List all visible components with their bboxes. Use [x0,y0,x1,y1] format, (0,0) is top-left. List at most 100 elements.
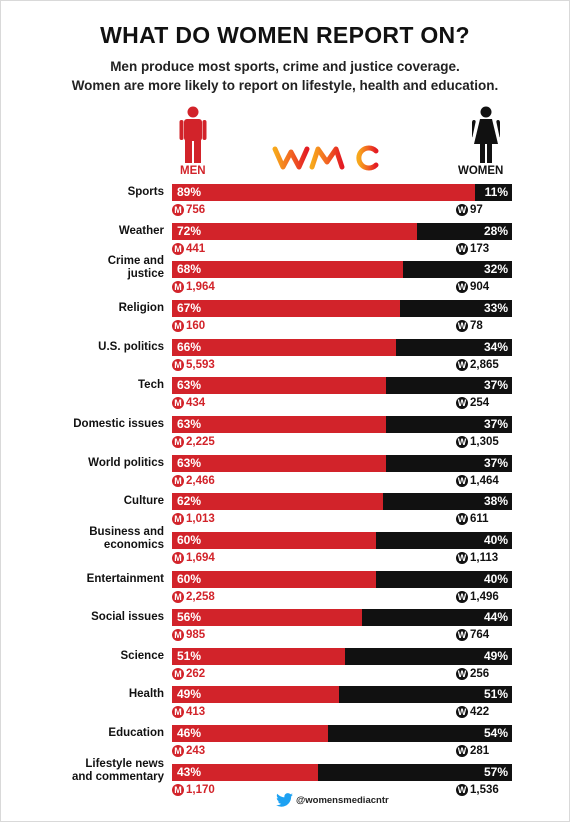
men-count-value: 1,964 [186,281,215,294]
women-count-value: 1,464 [470,474,499,487]
women-count-value: 422 [470,706,490,719]
men-percent-label: 63% [177,455,202,470]
women-count: W 173 [456,242,489,256]
category-label: Business and economics [89,526,164,552]
men-count-value: 2,466 [186,474,215,487]
women-count: W 1,113 [456,551,498,565]
women-count: W 1,536 [456,783,499,797]
category-label-line: Domestic issues [73,417,164,430]
women-count: W 764 [456,628,489,642]
women-count-value: 904 [470,281,490,294]
men-count-value: 756 [186,204,206,216]
men-count-value: 413 [186,706,206,719]
men-count-value: 5,593 [186,358,215,371]
bar-women: 62% 38% [172,493,512,511]
men-count: M 2,225 [172,435,215,449]
women-badge-icon: W [456,397,468,410]
man-figure-icon [179,106,207,163]
women-count-value: 1,305 [470,435,499,448]
women-count-value: 611 [470,513,489,526]
bar-women: 66% 34% [172,338,512,356]
men-count-value: 985 [186,629,206,642]
men-badge-icon: M [172,204,184,216]
category-label-line: economics [103,538,164,551]
women-badge-icon: W [456,590,468,603]
category-label-line: Business and [89,525,164,538]
category-label-line: Culture [123,495,164,508]
bar-women: 51% 49% [172,647,512,665]
women-count: W 1,496 [456,590,499,604]
category-label-line: Tech [138,379,164,392]
category-label-line: Entertainment [86,572,164,585]
category-label: Education [108,727,164,740]
men-badge-icon: M [172,435,184,448]
men-count-value: 2,258 [186,590,215,603]
men-count-value: 1,694 [186,551,215,564]
bar-men [172,686,339,704]
category-label: Domestic issues [73,418,164,431]
women-percent-label: 33% [483,300,508,315]
twitter-credit: @womensmediacntr [276,793,389,807]
men-count: M 1,170 [172,783,215,797]
bar-men [172,725,329,743]
bar-women: 63% 37% [172,454,512,472]
women-count-value: 764 [470,629,490,642]
men-count: M 413 [172,705,205,719]
men-count: M 441 [172,242,205,256]
bar-men [172,222,417,240]
women-badge-icon: W [456,551,468,564]
women-percent-label: 40% [483,532,508,547]
bar-women: 63% 37% [172,415,512,433]
men-badge-icon: M [172,513,184,526]
men-count: M 2,258 [172,590,215,604]
category-label: Health [129,688,164,701]
category-label-line: Science [120,649,164,662]
women-count: W 1,305 [456,435,499,449]
bar-women: 49% 51% [172,686,512,704]
men-count: M 1,013 [172,512,215,526]
women-badge-icon: W [456,706,468,719]
women-badge-icon: W [456,242,468,255]
men-badge-icon: M [172,242,184,255]
men-count: M 5,593 [172,358,215,372]
category-label-line: Sports [127,186,164,198]
legend-women-label: WOMEN [458,165,504,177]
women-badge-icon: W [456,667,468,680]
women-percent-label: 34% [483,339,508,354]
bar-men [172,647,346,665]
women-percent-label: 37% [483,378,508,393]
chart-title: WHAT DO WOMEN REPORT ON? [100,22,470,48]
bar-men [172,454,387,472]
category-label-line: Crime and [107,255,164,268]
bar-men [172,184,475,201]
women-percent-label: 37% [483,455,508,470]
men-count-value: 1,170 [186,783,215,796]
women-count: W 256 [456,667,489,681]
women-count-value: 173 [470,242,490,255]
men-badge-icon: M [172,551,184,564]
category-label: Religion [119,302,164,315]
men-percent-label: 46% [177,726,202,741]
legend-men-label: MEN [180,165,206,177]
bar-men [172,377,387,395]
women-count: W 78 [456,319,483,333]
men-count: M 243 [172,744,205,758]
bar-men [172,609,363,627]
men-percent-label: 49% [177,687,202,702]
women-percent-label: 28% [483,223,508,238]
men-badge-icon: M [172,397,184,410]
women-badge-icon: W [456,474,468,487]
women-count: W 904 [456,280,489,294]
women-count-value: 281 [470,745,490,758]
men-count: M 756 [172,203,205,217]
men-count: M 1,964 [172,280,215,294]
bar-women: 60% 40% [172,570,512,588]
women-badge-icon: W [456,204,468,216]
men-badge-icon: M [172,783,184,796]
category-label: Social issues [91,611,164,624]
women-percent-label: 51% [483,687,508,702]
women-badge-icon: W [456,745,468,758]
men-count-value: 262 [186,667,206,680]
men-count: M 262 [172,667,205,681]
men-badge-icon: M [172,590,184,603]
